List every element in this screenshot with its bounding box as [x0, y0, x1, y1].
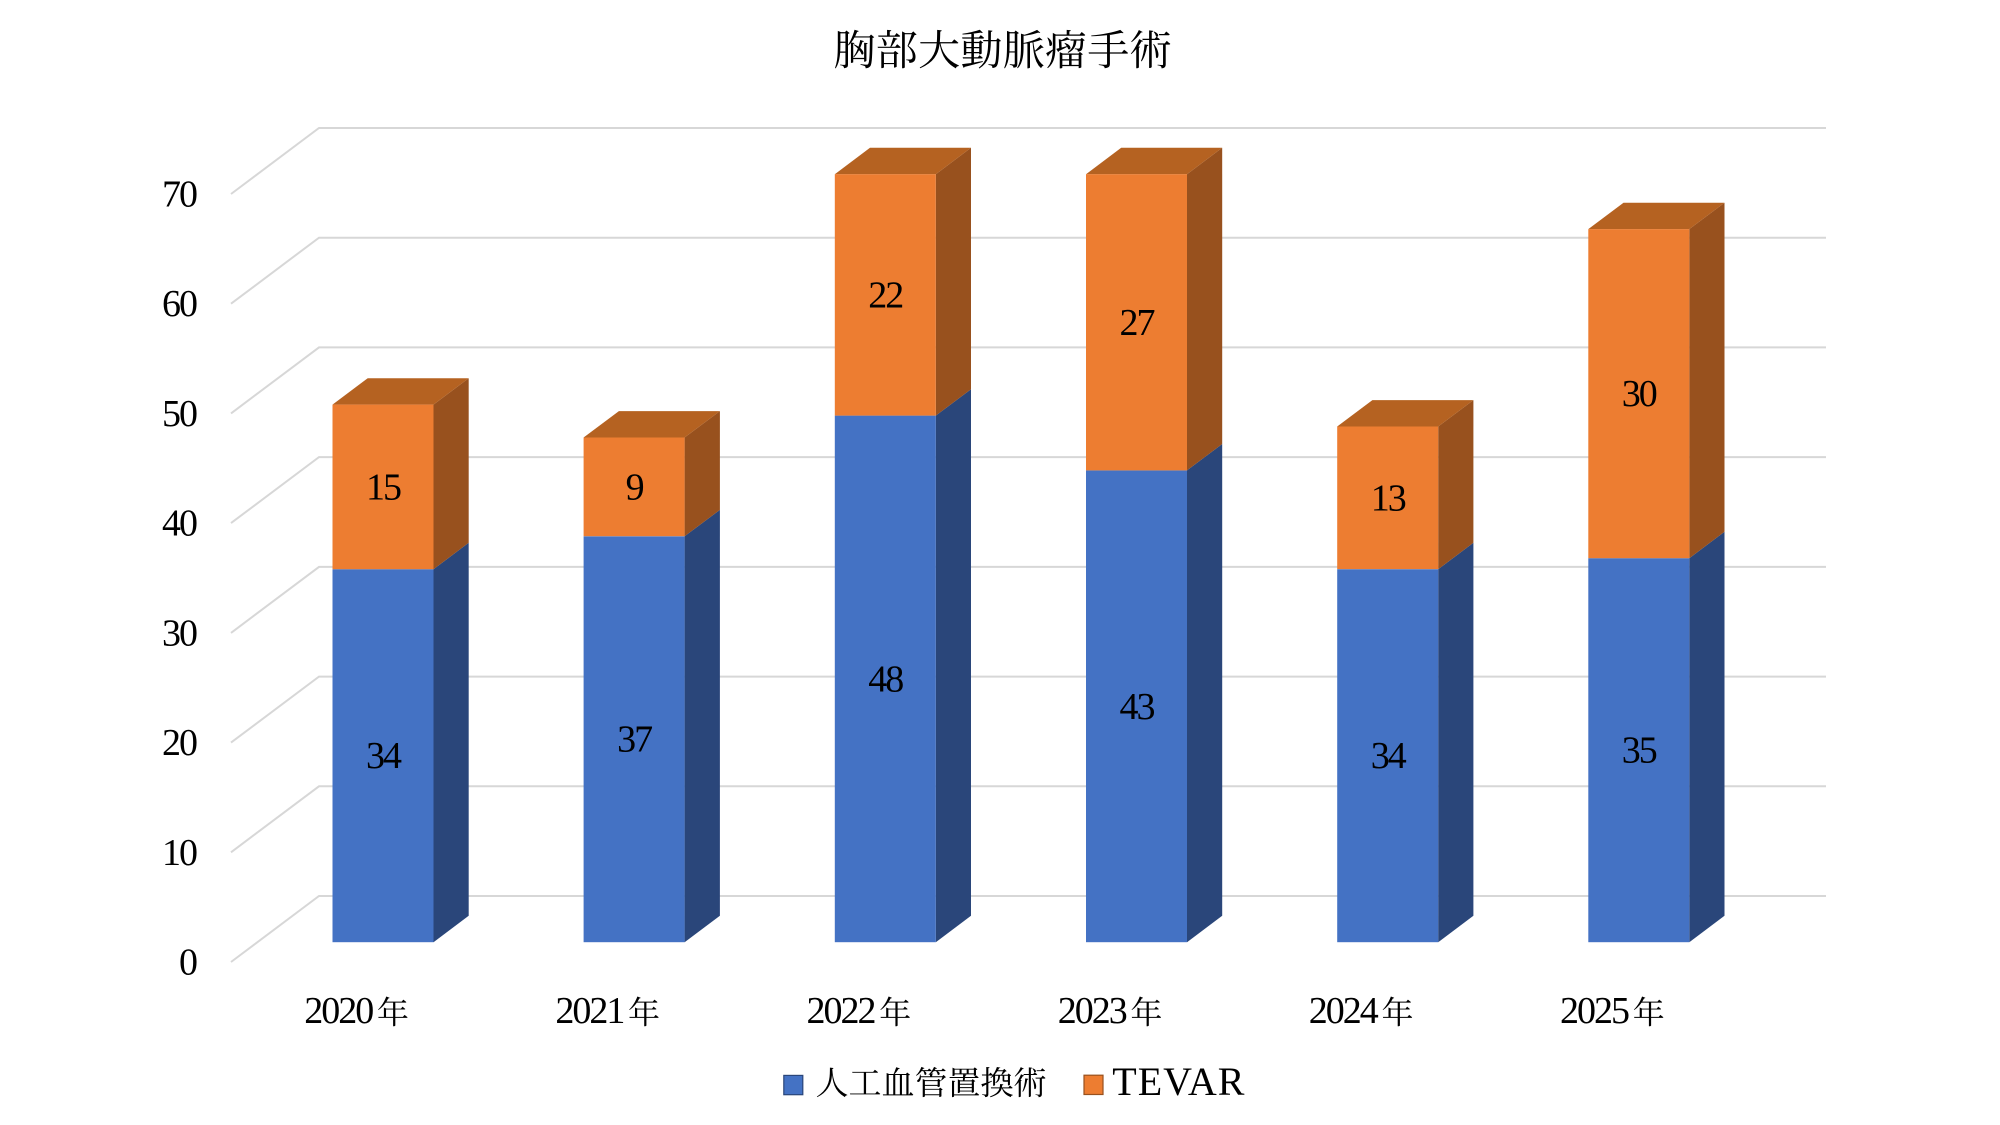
svg-text:30: 30	[162, 612, 197, 654]
svg-text:35: 35	[1622, 730, 1657, 772]
svg-text:2022: 2022	[807, 990, 875, 1032]
svg-text:10: 10	[162, 832, 197, 874]
svg-text:34: 34	[1371, 735, 1407, 777]
svg-text:50: 50	[162, 393, 197, 435]
svg-text:2025: 2025	[1560, 990, 1629, 1032]
svg-text:9: 9	[626, 466, 644, 508]
svg-text:27: 27	[1120, 302, 1155, 344]
svg-text:70: 70	[162, 174, 197, 216]
svg-text:13: 13	[1371, 477, 1406, 519]
svg-text:30: 30	[1622, 373, 1657, 415]
svg-text:2023: 2023	[1058, 990, 1127, 1032]
svg-text:48: 48	[868, 658, 903, 700]
svg-text:0: 0	[179, 942, 197, 984]
svg-text:2020: 2020	[304, 990, 373, 1032]
svg-text:15: 15	[366, 466, 401, 508]
svg-text:22: 22	[868, 274, 902, 316]
svg-text:43: 43	[1120, 686, 1155, 728]
svg-text:37: 37	[617, 719, 652, 761]
svg-text:2021: 2021	[555, 990, 623, 1032]
svg-text:34: 34	[366, 735, 402, 777]
svg-text:20: 20	[162, 722, 197, 764]
svg-text:60: 60	[162, 283, 197, 325]
svg-text:40: 40	[162, 503, 197, 545]
svg-text:TEVAR: TEVAR	[1112, 1059, 1245, 1104]
svg-text:2024: 2024	[1309, 990, 1379, 1032]
